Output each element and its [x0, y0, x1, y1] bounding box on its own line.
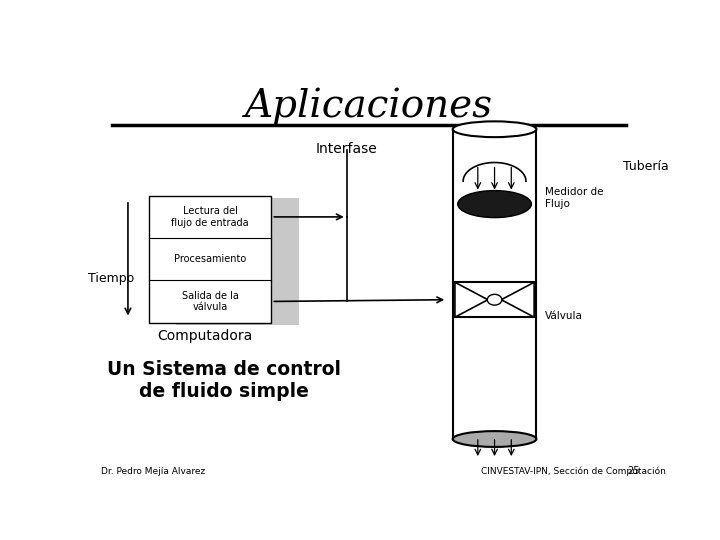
Text: Tiempo: Tiempo — [88, 273, 135, 286]
Text: Tubería: Tubería — [623, 160, 669, 173]
Ellipse shape — [453, 122, 536, 137]
Text: Procesamiento: Procesamiento — [174, 254, 246, 264]
Bar — [148, 196, 271, 322]
Polygon shape — [455, 282, 488, 317]
Text: Lectura del
flujo de entrada: Lectura del flujo de entrada — [171, 206, 249, 228]
Text: Interfase: Interfase — [316, 141, 377, 156]
Polygon shape — [501, 282, 534, 317]
Text: CINVESTAV-IPN, Sección de Computación: CINVESTAV-IPN, Sección de Computación — [481, 466, 665, 476]
Ellipse shape — [453, 431, 536, 447]
Text: Computadora: Computadora — [157, 329, 252, 343]
Text: Válvula: Válvula — [545, 312, 582, 321]
Text: Un Sistema de control
de fluido simple: Un Sistema de control de fluido simple — [107, 360, 341, 401]
Bar — [176, 198, 300, 325]
Text: Salida de la
válvula: Salida de la válvula — [181, 291, 238, 312]
Text: Aplicaciones: Aplicaciones — [245, 87, 493, 125]
Text: Medidor de
Flujo: Medidor de Flujo — [545, 187, 603, 208]
Ellipse shape — [458, 191, 531, 218]
Text: 25: 25 — [627, 465, 639, 476]
Text: Dr. Pedro Mejía Alvarez: Dr. Pedro Mejía Alvarez — [101, 467, 205, 476]
Circle shape — [487, 294, 502, 305]
